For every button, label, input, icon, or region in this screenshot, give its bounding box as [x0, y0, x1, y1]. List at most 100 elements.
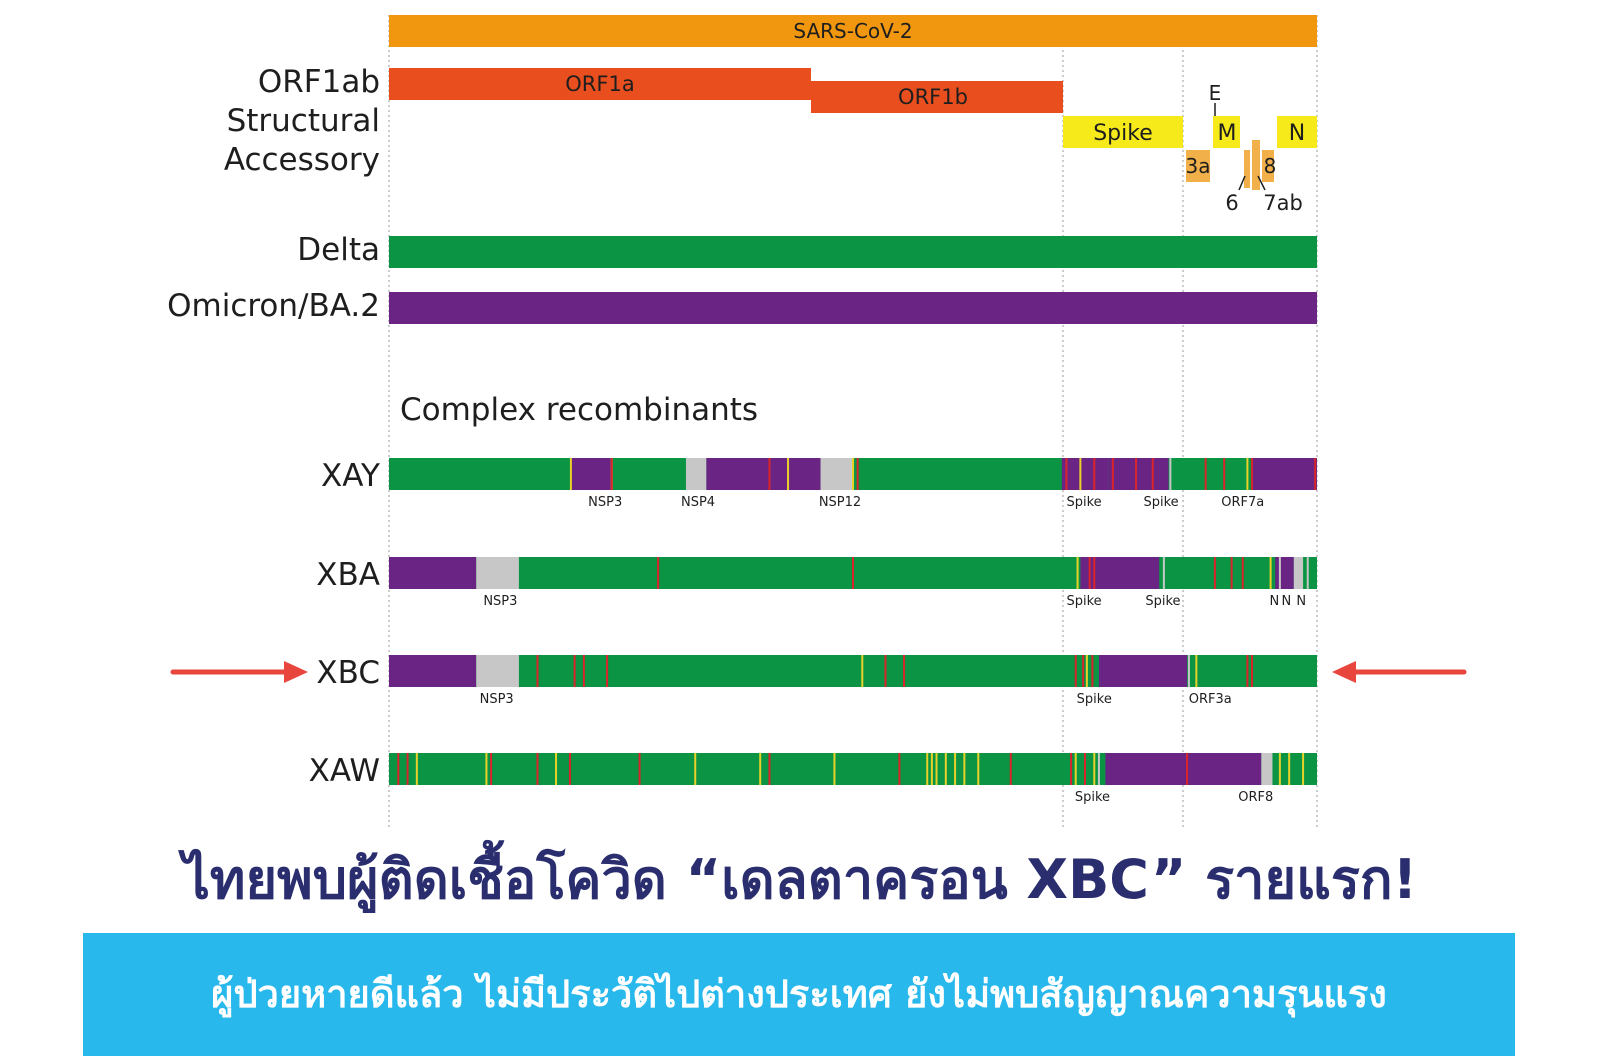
subheadline-banner: ผู้ป่วยหายดีแล้ว ไม่มีประวัติไปต่างประเท… [83, 933, 1515, 1056]
region-marker: NSP3 [588, 495, 622, 510]
mutation-mark [1306, 557, 1309, 589]
gene-boundary-guides [388, 15, 1318, 830]
mutation-mark [1187, 655, 1190, 687]
section-title: Complex recombinants [400, 392, 759, 428]
recombinant-label-xbc: XBC [316, 655, 380, 691]
mutation-mark [1246, 458, 1249, 490]
mutation-mark [944, 753, 947, 785]
gene-6 [1244, 150, 1250, 188]
row-label-orf1ab: ORF1ab [257, 64, 380, 100]
mutation-mark [963, 753, 966, 785]
recombinant-segment [1261, 753, 1273, 785]
mutation-mark [977, 753, 980, 785]
region-marker: NSP4 [681, 495, 715, 510]
region-marker: Spike [1075, 790, 1110, 805]
recombinant-segment [1252, 458, 1285, 490]
mutation-mark [903, 655, 906, 687]
mutation-mark [1085, 655, 1088, 687]
mutation-mark [1135, 458, 1138, 490]
parent-bar-delta [389, 236, 1317, 268]
mutation-mark [1091, 655, 1094, 687]
gene-6-leader [1238, 175, 1246, 191]
mutation-mark [926, 753, 929, 785]
mutation-mark [1241, 557, 1244, 589]
region-marker: N [1282, 594, 1292, 609]
mutation-mark [610, 458, 613, 490]
mutation-mark [555, 753, 558, 785]
genome-map: SARS-CoV-2 ORF1a ORF1b Spike M N E 3a 8 6 7ab [389, 15, 1317, 215]
recombinant-segment [1080, 557, 1160, 589]
mutation-mark [568, 753, 571, 785]
mutation-mark [1213, 557, 1216, 589]
mutation-mark [852, 458, 854, 490]
parent-label-omicron: Omicron/BA.2 [167, 288, 380, 324]
mutation-mark [606, 655, 609, 687]
headline: ไทยพบผู้ติดเชื้อโควิด “เดลตาครอน XBC” รา… [182, 848, 1418, 911]
recombinant-label-xba: XBA [316, 557, 380, 593]
gene-orf1a [389, 68, 811, 100]
recombinant-segment [389, 557, 477, 589]
region-marker: NSP3 [483, 594, 517, 609]
mutation-mark [1314, 458, 1317, 490]
mutation-mark [536, 655, 539, 687]
mutation-mark [1111, 458, 1114, 490]
parent-variants [389, 236, 1317, 324]
gene-m [1213, 116, 1240, 148]
genome-bar [389, 15, 1317, 47]
gene-7ab [1252, 140, 1260, 190]
recombinant-segment [476, 655, 519, 687]
region-marker: Spike [1145, 594, 1180, 609]
mutation-mark [1251, 458, 1254, 490]
recombinant-segment [1108, 458, 1169, 490]
mutation-mark [1204, 458, 1207, 490]
recombinant-segment [389, 655, 477, 687]
mutation-mark [1302, 753, 1305, 785]
mutation-mark [1093, 753, 1096, 785]
mutation-mark [638, 753, 641, 785]
gene-label-e: E [1209, 81, 1222, 105]
mutation-mark [397, 753, 400, 785]
mutation-mark [1251, 655, 1254, 687]
row-label-accessory: Accessory [223, 142, 380, 178]
recombinant-segment [820, 458, 853, 490]
mutation-mark [1230, 557, 1233, 589]
mutation-mark [1278, 753, 1281, 785]
mutation-mark [1074, 753, 1077, 785]
gene-label-n: N [1289, 121, 1305, 146]
recombinant-segment [1098, 655, 1188, 687]
mutation-mark [1088, 557, 1091, 589]
mutation-mark [1084, 753, 1086, 785]
mutation-mark [759, 753, 762, 785]
gene-label-m: M [1218, 121, 1237, 146]
mutation-mark [1074, 655, 1077, 687]
recombinant-segment [1275, 557, 1294, 589]
recombinant-label-xay: XAY [321, 458, 380, 494]
recombinant-segment [570, 458, 613, 490]
mutation-mark [768, 458, 771, 490]
recombinant-segment [1105, 753, 1262, 785]
gene-label-orf1a: ORF1a [565, 72, 634, 96]
mutation-mark [1186, 753, 1189, 785]
gene-spike [1063, 116, 1183, 148]
mutation-mark [898, 753, 901, 785]
parent-bar-omicron [389, 292, 1317, 324]
gene-3a [1186, 150, 1210, 182]
mutation-mark [768, 753, 771, 785]
region-marker: Spike [1077, 692, 1112, 707]
recombinant-segment [685, 458, 707, 490]
region-marker: Spike [1066, 594, 1101, 609]
recombinant-segment [1284, 458, 1317, 490]
mutation-mark [1151, 458, 1154, 490]
mutation-mark [1079, 458, 1082, 490]
region-marker: NSP3 [480, 692, 514, 707]
mutation-mark [573, 655, 576, 687]
mutation-mark [935, 753, 938, 785]
mutation-mark [569, 458, 572, 490]
mutation-mark [582, 655, 585, 687]
mutation-mark [406, 753, 409, 785]
mutation-mark [1093, 557, 1096, 589]
mutation-mark [1195, 655, 1198, 687]
gene-label-spike: Spike [1093, 121, 1153, 146]
recombinant-segment [706, 458, 821, 490]
